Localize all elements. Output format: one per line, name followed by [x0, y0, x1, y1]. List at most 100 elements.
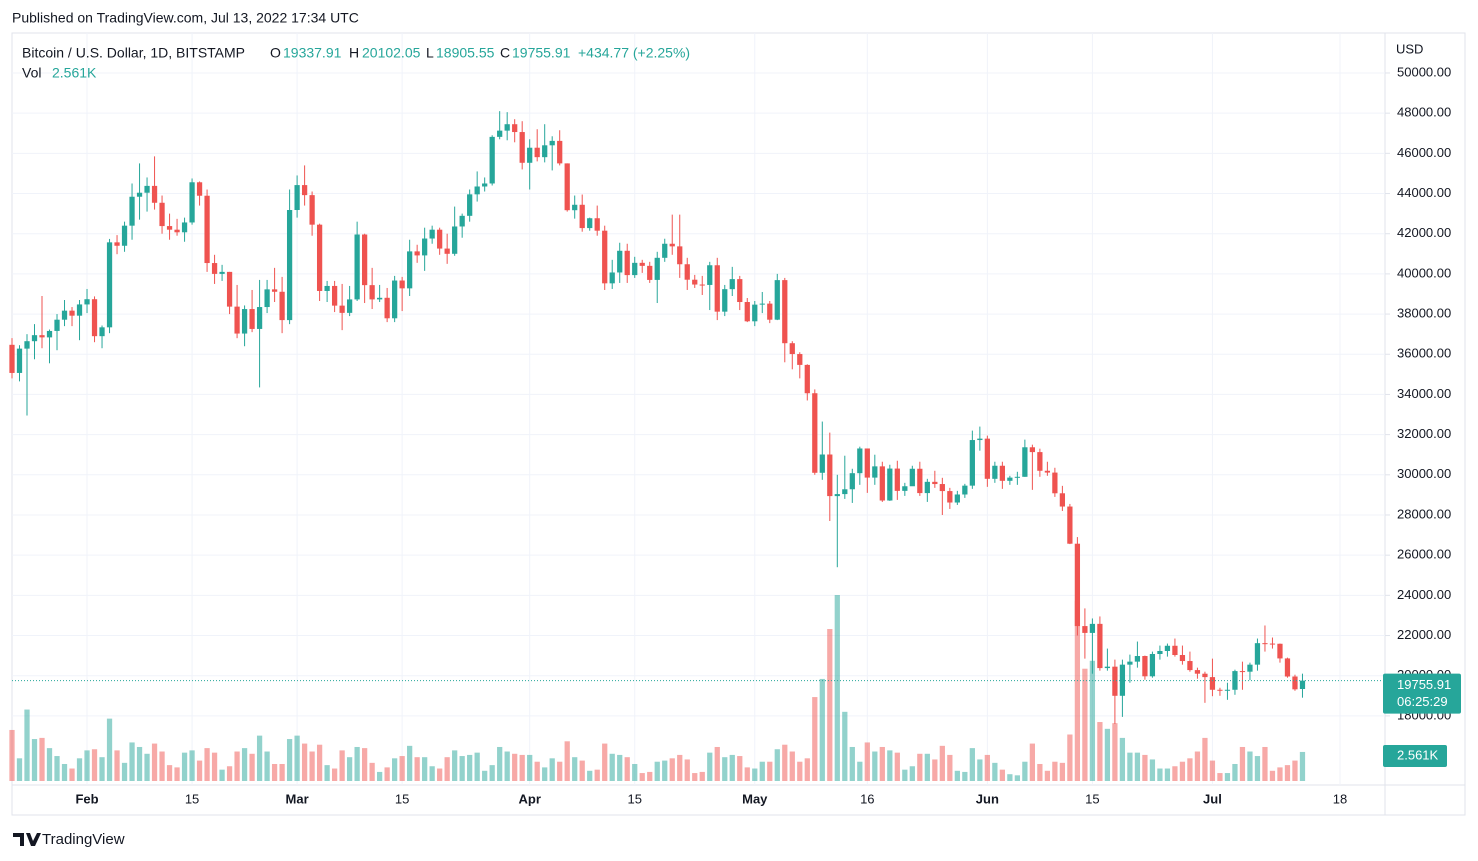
candle-body: [489, 136, 495, 184]
candle-body: [707, 265, 713, 285]
volume-bar: [827, 629, 833, 781]
volume-bar: [707, 752, 713, 781]
volume-bar: [534, 761, 540, 781]
volume-bar: [422, 757, 428, 781]
y-tick-label: 38000.00: [1397, 306, 1451, 321]
volume-bar: [129, 742, 135, 781]
candle-body: [1232, 671, 1238, 690]
volume-bar: [121, 762, 128, 781]
volume-bar: [392, 758, 398, 781]
candle-body: [121, 225, 128, 246]
volume-bar: [669, 758, 675, 781]
volume-bar: [399, 756, 405, 781]
candle-body: [497, 130, 503, 137]
candle-body: [1164, 645, 1171, 651]
volume-bar: [1104, 728, 1111, 781]
volume-bar: [474, 752, 480, 781]
volume-bar: [1202, 737, 1208, 781]
candle-body: [196, 182, 203, 196]
candle-body: [909, 468, 915, 487]
volume-bar: [1164, 768, 1171, 781]
volume-bar: [872, 751, 878, 781]
candle-body: [1187, 661, 1193, 671]
y-tick-label: 48000.00: [1397, 105, 1451, 120]
volume-bar: [84, 750, 90, 781]
volume-bar: [947, 754, 953, 781]
candle-body: [114, 242, 120, 246]
candle-body: [677, 246, 683, 265]
candle-body: [76, 304, 83, 316]
candle-body: [842, 489, 848, 495]
candle-body: [241, 309, 248, 334]
y-tick-label: 30000.00: [1397, 466, 1451, 481]
candle-body: [617, 250, 623, 273]
candle-body: [939, 484, 945, 492]
volume-bar: [482, 770, 488, 781]
volume-bar: [346, 757, 353, 781]
volume-bar: [1224, 773, 1231, 781]
volume-bar: [279, 763, 285, 781]
volume-bar: [211, 752, 218, 781]
candle-body: [714, 265, 720, 312]
published-note: Published on TradingView.com, Jul 13, 20…: [12, 10, 359, 26]
candle-body: [812, 393, 818, 473]
candle-body: [924, 481, 930, 494]
candle-body: [962, 485, 968, 495]
candle-body: [316, 224, 323, 291]
volume-bar: [331, 768, 338, 781]
volume-bar: [377, 771, 383, 781]
candle-body: [744, 302, 750, 322]
candle-body: [1112, 666, 1118, 696]
ohlc-value: 18905.55: [436, 45, 495, 61]
candle-body: [789, 343, 795, 355]
volume-bar: [1022, 761, 1028, 781]
candle-body: [1269, 643, 1276, 645]
x-tick-label: Feb: [75, 791, 98, 806]
candle-body: [647, 265, 653, 280]
candle-body: [99, 327, 105, 337]
candle-body: [226, 271, 233, 307]
ohlc-value: 19755.91: [512, 45, 571, 61]
candle-body: [1142, 656, 1148, 677]
volume-bar: [1037, 763, 1043, 781]
volume-bar: [654, 761, 660, 781]
candle-body: [1059, 493, 1066, 507]
volume-bar: [1157, 768, 1163, 781]
volume-bar: [174, 767, 180, 781]
volume-bar: [1217, 773, 1223, 781]
volume-bar: [759, 761, 765, 781]
candle-body: [369, 285, 375, 300]
volume-bar: [497, 746, 503, 781]
volume-bar: [444, 757, 450, 781]
candle-body: [211, 263, 218, 274]
volume-bar: [917, 753, 923, 781]
volume-bar: [902, 769, 908, 781]
candle-body: [1149, 654, 1156, 677]
candle-body: [1299, 680, 1306, 690]
candle-body: [279, 291, 285, 321]
candle-body: [414, 251, 420, 256]
candle-body: [459, 215, 465, 227]
candle-body: [639, 262, 645, 266]
volume-bar: [1269, 770, 1276, 781]
volume-bar: [1179, 761, 1186, 781]
y-tick-label: 42000.00: [1397, 225, 1451, 240]
volume-bar: [662, 760, 668, 781]
volume-bar: [1059, 762, 1066, 781]
candle-body: [16, 348, 23, 373]
volume-bar: [91, 749, 98, 781]
candle-body: [1157, 650, 1163, 655]
symbol[interactable]: Bitcoin / U.S. Dollar, 1D, BITSTAMP: [22, 45, 245, 61]
volume-bar: [159, 751, 165, 781]
candle-body: [1239, 671, 1246, 673]
volume-bar: [459, 756, 465, 781]
candle-body: [166, 226, 173, 230]
candle-body: [189, 182, 195, 223]
brand-logo[interactable]: TradingView: [13, 831, 125, 848]
volume-bar: [1074, 600, 1081, 781]
candle-body: [346, 299, 353, 313]
volume-bar: [1247, 751, 1253, 781]
brand: TradingView: [42, 831, 125, 848]
candle-body: [399, 280, 405, 289]
candle-body: [564, 163, 570, 211]
